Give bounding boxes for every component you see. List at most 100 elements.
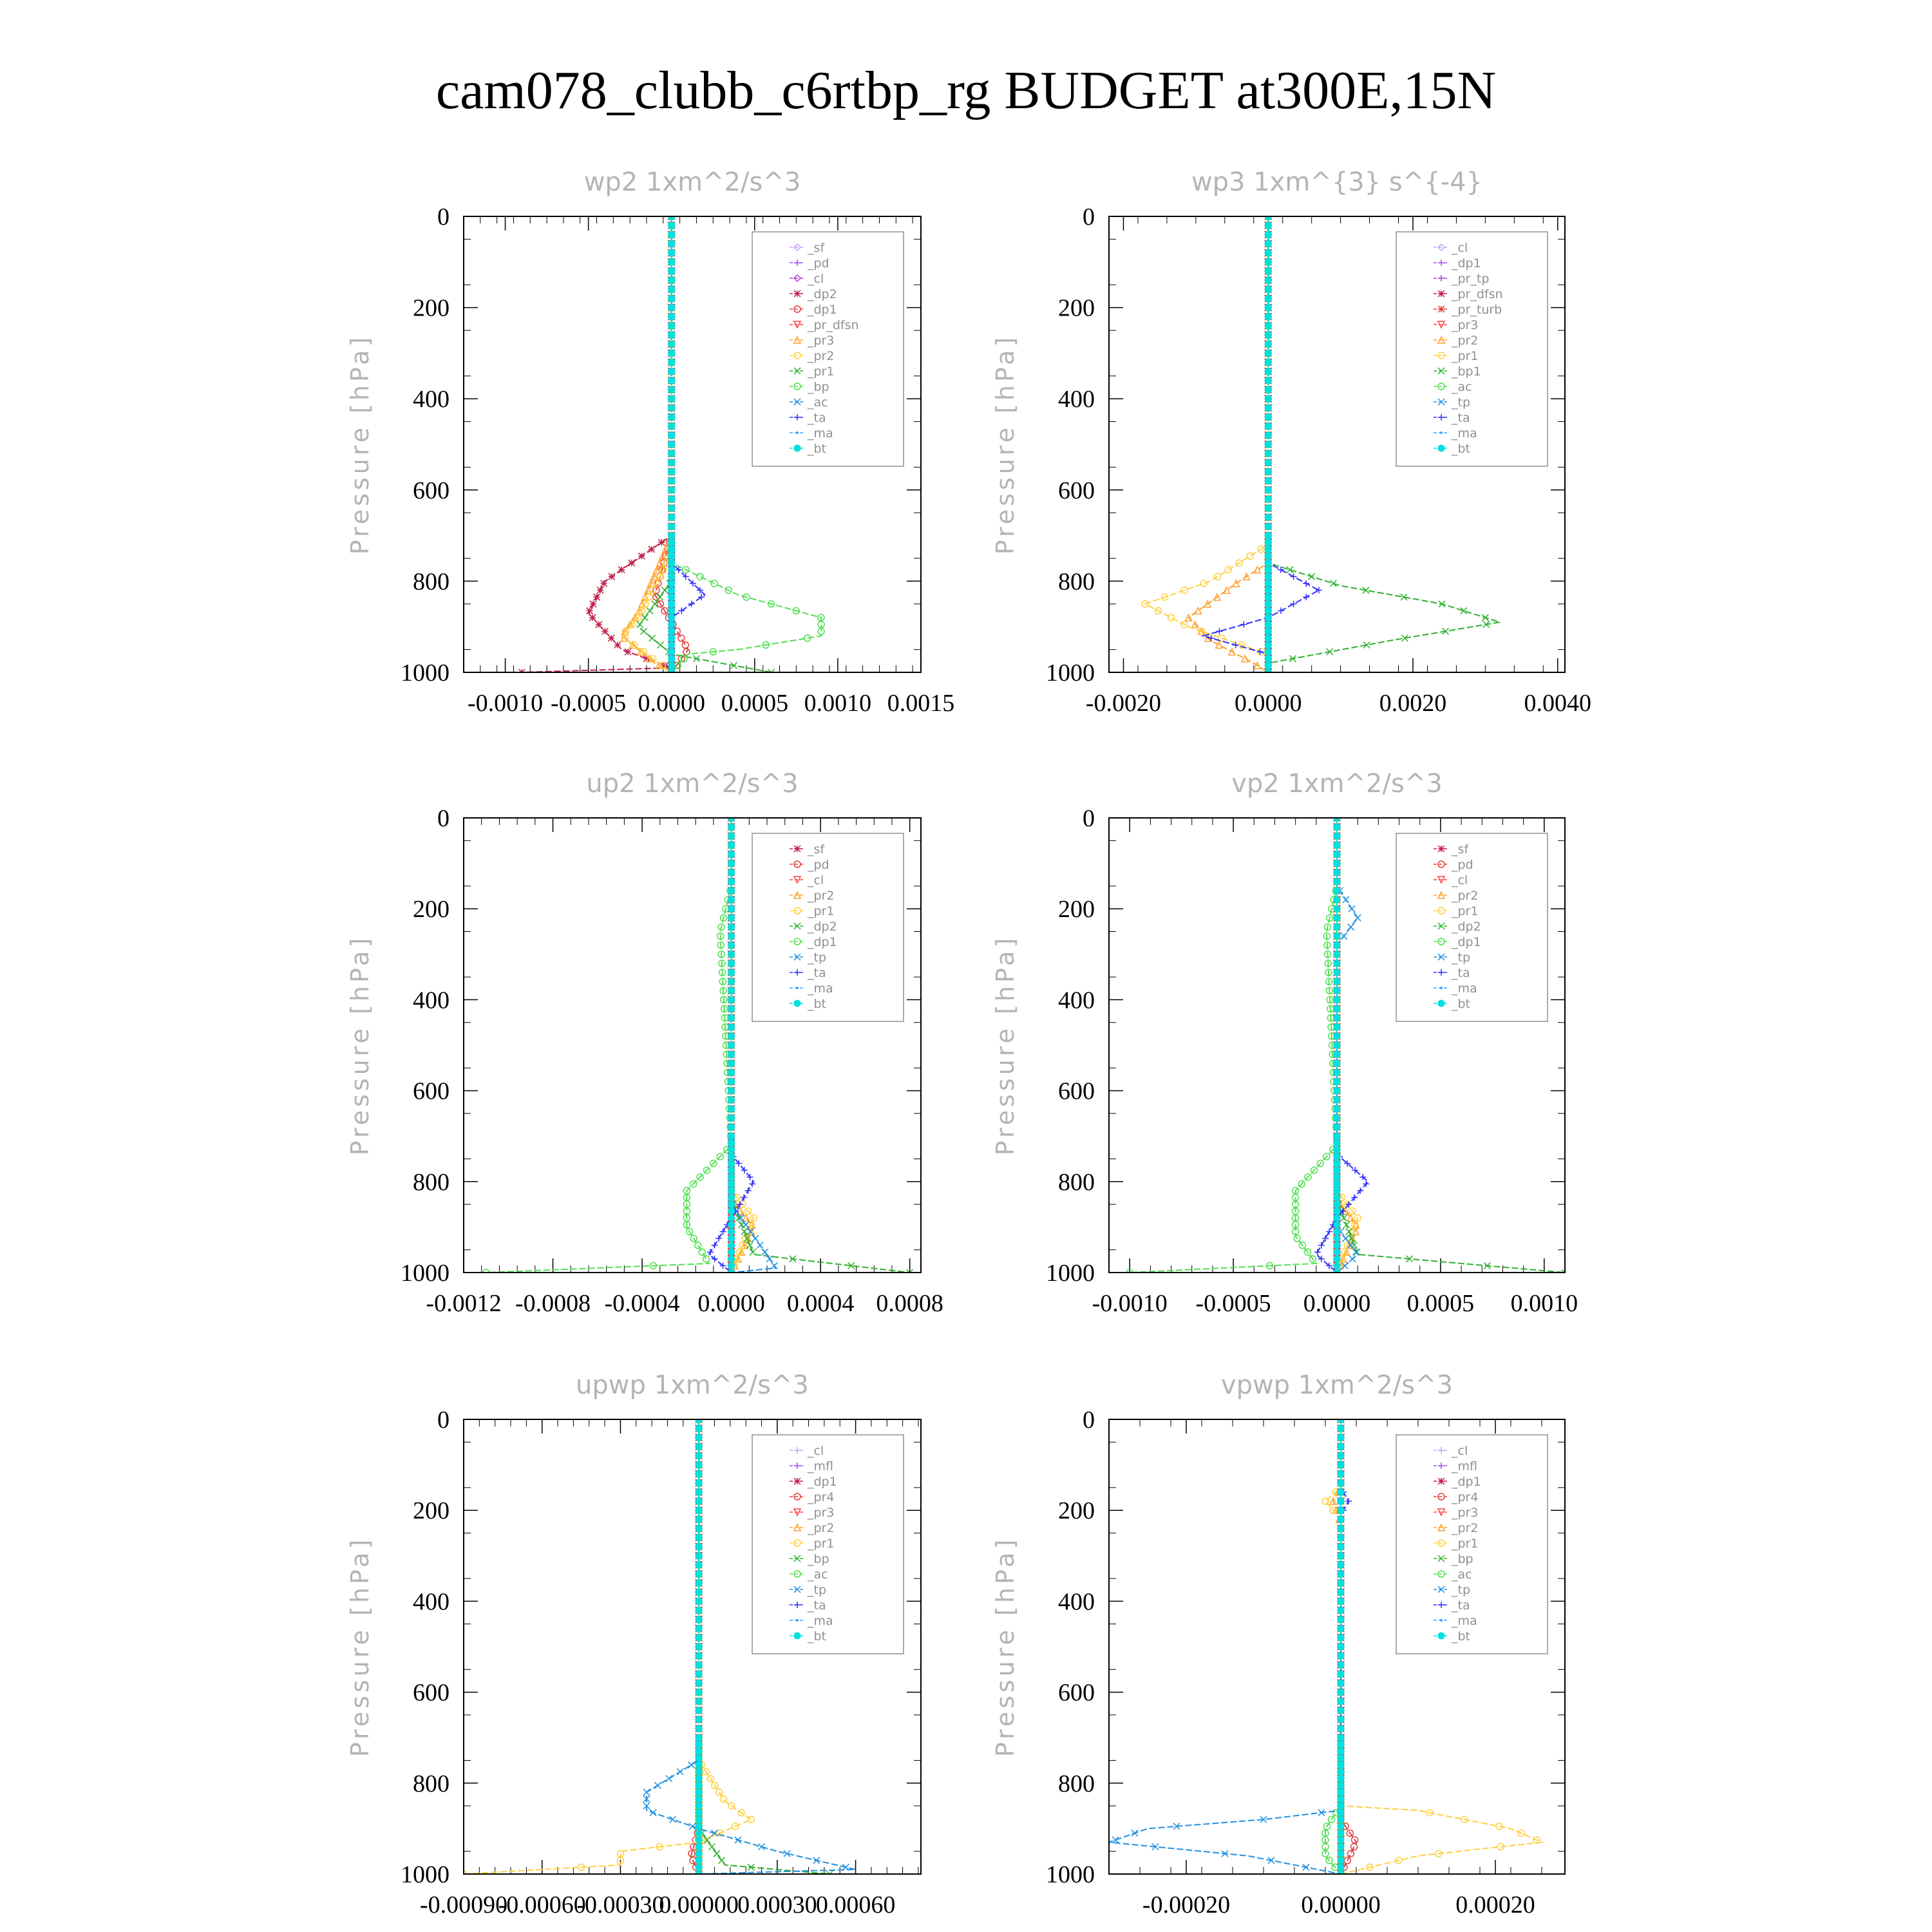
series-point [1333, 914, 1341, 922]
series-point [1329, 580, 1337, 587]
series-point [746, 1242, 754, 1249]
series-point [1264, 495, 1272, 503]
series-point [643, 1795, 650, 1803]
series-point [601, 627, 609, 635]
series-point [675, 566, 682, 573]
series-point [668, 587, 676, 594]
series-point [1395, 1857, 1403, 1864]
series-point [1264, 641, 1272, 649]
legend-marker [796, 431, 799, 434]
legend-label: _bt [1451, 442, 1470, 456]
y-tick-label: 800 [1058, 568, 1095, 595]
series-point [717, 923, 725, 931]
series-point [1264, 222, 1272, 229]
x-tick-label: -0.00090 [420, 1891, 507, 1918]
series-point [1298, 1180, 1306, 1188]
series-point [668, 504, 676, 512]
series-point [695, 1679, 703, 1687]
y-axis-label: Pressure [hPa] [991, 334, 1019, 555]
legend-label: _pr1 [807, 904, 834, 918]
series-point [1253, 565, 1262, 574]
series-point [668, 486, 676, 494]
series-point [668, 294, 676, 302]
series-point [668, 216, 676, 220]
series-point [695, 1652, 703, 1660]
series-point [747, 1863, 755, 1871]
series-point [1325, 978, 1333, 985]
x-tick-label: -0.00060 [498, 1891, 586, 1918]
series-point [728, 1173, 735, 1181]
series-point [1215, 640, 1224, 649]
series-point [1264, 359, 1272, 366]
legend-label: _pd [807, 256, 829, 270]
series-point [728, 1059, 735, 1067]
legend-marker [1438, 275, 1444, 281]
legend: _sf_pd _cl_dp2 _dp1_pr_dfsn _pr3_pr2 _pr1_bp… [752, 231, 904, 467]
y-tick-label: 800 [413, 568, 450, 595]
series-point [1347, 923, 1354, 931]
series-point [695, 1857, 703, 1864]
legend-label: _tp [1451, 395, 1470, 410]
series-point [1333, 1235, 1341, 1242]
series-point [1495, 1823, 1503, 1830]
series-point [689, 580, 696, 587]
y-tick-label: 800 [1058, 1169, 1095, 1196]
series-point [1333, 878, 1341, 886]
series-point [1222, 585, 1231, 594]
series-point [703, 1166, 711, 1174]
series-point [1221, 1850, 1229, 1857]
series-point [789, 1255, 797, 1263]
series-point [668, 655, 676, 663]
series-point [1298, 1241, 1307, 1249]
legend-marker [1437, 938, 1445, 945]
series-point [658, 538, 665, 546]
legend-marker [1437, 922, 1445, 930]
series-point [1426, 1808, 1434, 1817]
series-point [652, 565, 661, 574]
series-point [728, 841, 735, 849]
series-group [464, 1419, 856, 1874]
series-point [1264, 377, 1272, 384]
y-tick-label: 400 [413, 1588, 450, 1615]
series-point [668, 621, 676, 629]
series-point [1352, 1248, 1360, 1256]
legend-frame [752, 231, 904, 467]
series-point [752, 1235, 759, 1242]
series-point [728, 818, 735, 822]
y-axis-label: Pressure [hPa] [346, 334, 374, 555]
series-point [668, 538, 676, 546]
series-point [744, 1207, 752, 1215]
series-point [668, 285, 676, 293]
series-point [656, 641, 665, 649]
legend-frame [1396, 833, 1548, 1022]
legend-label: _bt [807, 1629, 826, 1643]
series-point [1264, 422, 1272, 430]
series-point [1318, 1242, 1325, 1249]
legend-marker [1438, 414, 1444, 421]
legend-label: _dp1 [807, 1475, 837, 1489]
series-point [650, 572, 658, 581]
series-point [639, 648, 647, 656]
series-point [640, 627, 648, 635]
series-point [659, 565, 667, 574]
series-point [1167, 614, 1175, 621]
series-point [628, 559, 636, 567]
series-point [1318, 1809, 1325, 1817]
series-point [728, 996, 735, 1003]
series-point [1303, 594, 1310, 601]
series-point [1264, 459, 1272, 466]
series-point [757, 1843, 766, 1851]
y-axis-label: Pressure [hPa] [346, 1537, 374, 1757]
series-point [695, 1836, 703, 1844]
series-point [1333, 850, 1341, 858]
legend-marker [796, 1619, 799, 1622]
legend-label: _ma [1451, 426, 1477, 440]
series-point [1264, 468, 1272, 475]
series-point [641, 614, 649, 621]
series-point [728, 1096, 735, 1104]
series-point [1340, 933, 1348, 940]
series-point [676, 1768, 684, 1776]
series-point [656, 1842, 664, 1851]
series-point [641, 600, 649, 608]
series-point [652, 580, 660, 587]
